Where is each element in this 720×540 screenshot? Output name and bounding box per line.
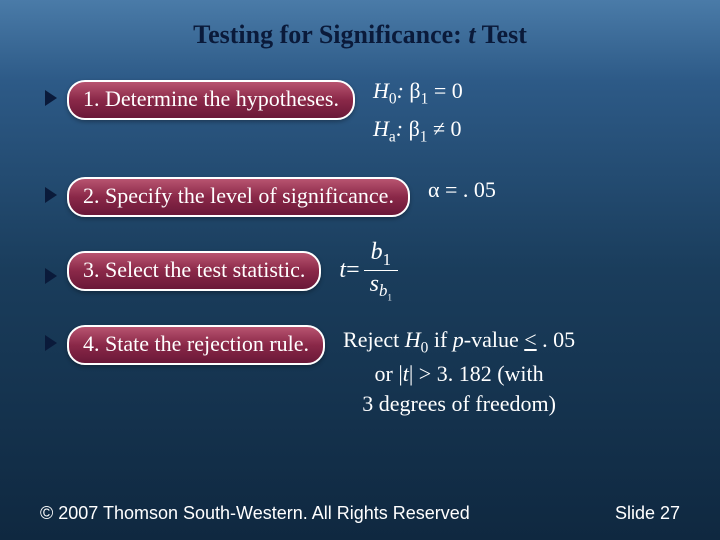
step-2-pill: 2. Specify the level of significance. (67, 177, 410, 217)
step-2-alpha: α = . 05 (428, 177, 496, 203)
bullet-icon (45, 268, 57, 284)
step-1-pill: 1. Determine the hypotheses. (67, 80, 355, 120)
title-right: Test (482, 20, 527, 49)
reject-line-3: 3 degrees of freedom) (343, 389, 575, 419)
step-4-pill: 4. State the rejection rule. (67, 325, 325, 365)
slide-number: Slide 27 (615, 503, 680, 524)
reject-line-2: or |t| > 3. 182 (with (343, 359, 575, 389)
step-4-row: 4. State the rejection rule. Reject H0 i… (45, 325, 675, 419)
step-3-pill: 3. Select the test statistic. (67, 251, 321, 291)
step-2-row: 2. Specify the level of significance. α … (45, 177, 675, 217)
title-left: Testing for Significance: (193, 20, 462, 49)
denominator: sb1 (364, 270, 398, 303)
content-area: 1. Determine the hypotheses. H0: β1 = 0 … (0, 50, 720, 418)
ha-line: Ha: β1 ≠ 0 (373, 116, 463, 146)
step-4-rule: Reject H0 if p-value < . 05 or |t| > 3. … (343, 325, 575, 419)
step-1-row: 1. Determine the hypotheses. H0: β1 = 0 … (45, 80, 675, 147)
bullet-icon (45, 90, 57, 106)
reject-line-1: Reject H0 if p-value < . 05 (343, 325, 575, 359)
numerator: b1 (367, 239, 395, 270)
h0-line: H0: β1 = 0 (373, 78, 463, 108)
title-var: t (468, 20, 475, 49)
step-1-hypotheses: H0: β1 = 0 Ha: β1 ≠ 0 (373, 78, 463, 147)
fraction: b1 sb1 (364, 239, 398, 303)
step-3-row: 3. Select the test statistic. t = b1 sb1 (45, 239, 675, 303)
step-3-formula: t = b1 sb1 (339, 239, 402, 303)
copyright-text: © 2007 Thomson South-Western. All Rights… (40, 503, 470, 524)
footer: © 2007 Thomson South-Western. All Rights… (0, 503, 720, 524)
slide-title: Testing for Significance: t Test (0, 0, 720, 50)
bullet-icon (45, 335, 57, 351)
bullet-icon (45, 187, 57, 203)
